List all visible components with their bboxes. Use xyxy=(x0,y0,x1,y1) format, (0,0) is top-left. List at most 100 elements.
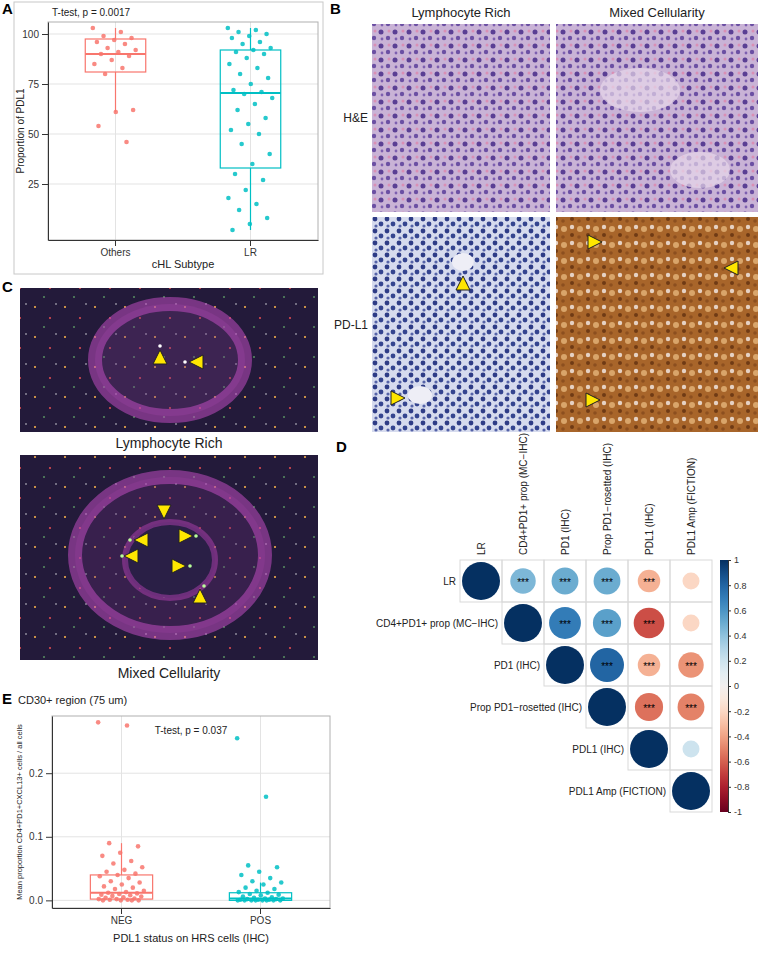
colorbar-tick-label: 0.2 xyxy=(734,656,747,666)
x-tick-mark xyxy=(121,908,122,914)
point xyxy=(259,90,264,95)
correlation-circle xyxy=(638,654,660,676)
point xyxy=(264,32,269,37)
cell xyxy=(502,602,544,644)
correlation-circle xyxy=(594,568,621,595)
point xyxy=(101,898,106,903)
significance-label: *** xyxy=(643,703,655,714)
panel-label: A xyxy=(2,0,13,17)
median xyxy=(220,92,280,94)
row-header: PD-L1 xyxy=(334,318,368,332)
y-tick-label: 100 xyxy=(22,29,39,40)
cell xyxy=(586,686,628,728)
point xyxy=(262,52,267,57)
column-label: PDL1 (IHC) xyxy=(644,503,655,555)
point xyxy=(133,48,138,53)
y-axis: 0.00.10.2 xyxy=(29,717,52,909)
image-c-lr xyxy=(20,288,318,432)
point xyxy=(127,54,132,59)
point xyxy=(240,42,245,47)
colorbar-tick: -0.8 xyxy=(728,782,750,792)
point xyxy=(120,66,125,71)
point xyxy=(264,794,269,799)
point xyxy=(246,863,251,868)
significance-label: *** xyxy=(685,661,697,672)
cell xyxy=(586,560,628,602)
arrowhead xyxy=(456,276,470,290)
point xyxy=(272,887,277,892)
column-header: Lymphocyte Rich xyxy=(411,5,510,20)
cell xyxy=(670,560,712,602)
whisker xyxy=(260,883,261,893)
colorbar-tick-mark xyxy=(728,736,731,737)
point xyxy=(275,865,280,870)
arrowhead xyxy=(586,393,600,407)
point xyxy=(112,38,117,43)
cell xyxy=(670,644,712,686)
image-caption: Lymphocyte Rich xyxy=(116,435,223,451)
significance-label: *** xyxy=(643,661,655,672)
chart-title: CD30+ region (75 um) xyxy=(18,694,127,706)
x-tick: POS xyxy=(250,908,271,926)
panel-label: D xyxy=(336,438,347,455)
point xyxy=(239,142,244,147)
colorbar-tick-label: -0.8 xyxy=(734,782,750,792)
whisker xyxy=(115,28,116,39)
point xyxy=(125,897,130,902)
point xyxy=(131,885,136,890)
point xyxy=(227,62,232,67)
point xyxy=(242,92,247,97)
y-tick-mark xyxy=(42,134,48,135)
point xyxy=(131,108,136,113)
point xyxy=(231,88,236,93)
point xyxy=(235,898,240,903)
correlation-circle xyxy=(683,615,700,632)
whisker xyxy=(250,28,251,50)
point xyxy=(255,66,260,71)
colorbar-tick: -0.6 xyxy=(728,757,750,767)
colorbar-tick: 0.8 xyxy=(728,581,747,591)
point xyxy=(140,865,145,870)
point xyxy=(258,40,263,45)
colorbar-tick: -0.2 xyxy=(728,707,750,717)
point xyxy=(244,56,249,61)
arrowhead xyxy=(153,350,167,364)
point xyxy=(103,72,108,77)
colorbar-tick: 1 xyxy=(728,555,739,565)
point xyxy=(119,898,124,903)
point xyxy=(268,876,273,881)
grid xyxy=(48,22,318,240)
point xyxy=(230,36,235,41)
point xyxy=(257,132,262,137)
point xyxy=(97,874,102,879)
grid-line xyxy=(48,134,318,135)
point xyxy=(95,40,100,45)
point xyxy=(261,178,266,183)
point xyxy=(120,882,125,887)
arrowhead xyxy=(157,505,171,519)
point xyxy=(253,898,258,903)
cell-blob xyxy=(408,386,432,404)
cell-grid xyxy=(460,560,712,812)
image-area xyxy=(20,288,318,432)
colorbar-axis: 10.80.60.40.20-0.2-0.4-0.6-0.8-1 xyxy=(728,555,750,817)
correlation-circle xyxy=(630,730,668,768)
correlation-chart: LRCD4+PD1+ prop (MC−IHC)PD1 (IHC)Prop PD… xyxy=(376,433,750,817)
point xyxy=(122,868,127,873)
cell-blob xyxy=(600,68,680,112)
point xyxy=(113,110,118,115)
point xyxy=(250,879,255,884)
point xyxy=(233,172,238,177)
x-tick-mark xyxy=(115,240,116,246)
x-tick: Others xyxy=(100,240,130,258)
y-tick-label: 0.1 xyxy=(29,831,43,842)
arrowhead xyxy=(124,549,138,563)
point xyxy=(253,102,258,107)
significance-label: *** xyxy=(601,577,613,588)
panel-decor xyxy=(14,2,323,274)
colorbar-tick-label: -0.6 xyxy=(734,757,750,767)
point xyxy=(276,892,281,897)
whisker xyxy=(250,168,251,230)
column-label: PD1 (IHC) xyxy=(560,509,571,555)
y-tick-mark xyxy=(46,900,52,901)
